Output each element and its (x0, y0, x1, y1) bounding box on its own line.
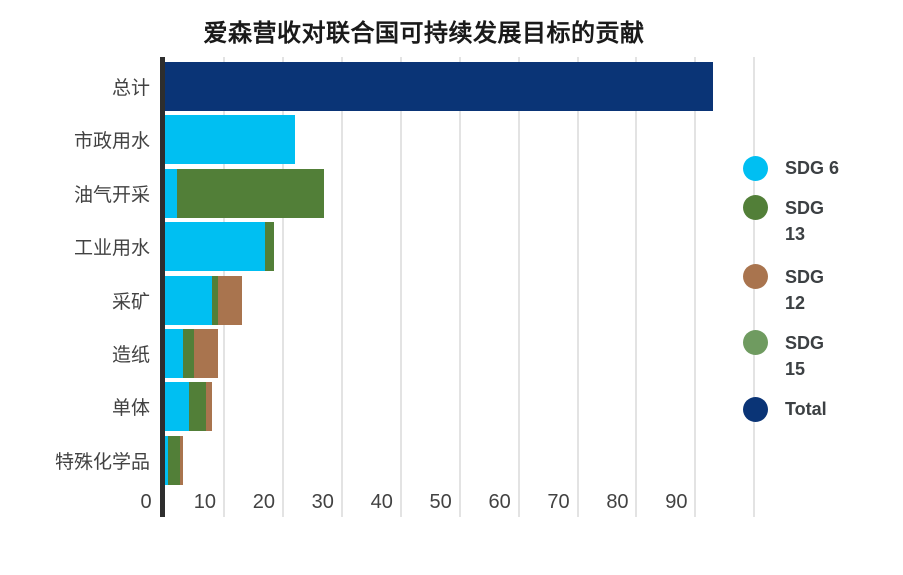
gridline-90 (694, 57, 697, 517)
legend-item-sdg-15[interactable]: SDG 15 (743, 330, 824, 382)
gridline-60 (517, 57, 520, 517)
bar-row-1 (165, 115, 295, 165)
y-axis-baseline (160, 57, 165, 517)
gridline-20 (281, 57, 284, 517)
bar-segment-sdg-6[interactable] (165, 329, 183, 378)
x-tick-label-40: 40 (370, 491, 393, 513)
x-tick-label-70: 70 (547, 491, 570, 513)
category-label-3: 工业用水 (73, 238, 150, 260)
legend-label: SDG 6 (785, 158, 840, 178)
bar-row-6 (165, 382, 213, 432)
bar-segment-sdg-13[interactable] (182, 329, 195, 378)
gridline-50 (458, 57, 461, 517)
gridline-40 (399, 57, 402, 517)
bar-segment-sdg-12[interactable] (194, 329, 219, 378)
x-tick-label-10: 10 (193, 491, 217, 513)
bar-segment-sdg-6[interactable] (165, 222, 266, 272)
legend-dot-icon (743, 156, 768, 181)
x-tick-label-0: 0 (140, 491, 152, 513)
legend-item-sdg-12[interactable]: SDG 12 (743, 264, 824, 316)
bar-segment-sdg-13[interactable] (176, 168, 325, 218)
legend-dot-icon (743, 195, 768, 220)
bar-segment-sdg-13[interactable] (167, 435, 180, 485)
bar-segment-sdg-13[interactable] (265, 222, 274, 272)
category-label-6: 单体 (111, 398, 150, 420)
gridline-80 (635, 57, 638, 517)
bar-segment-sdg-12[interactable] (206, 382, 213, 432)
bar-row-3 (165, 222, 274, 272)
bar-row-2 (165, 168, 325, 218)
legend-dot-icon (743, 330, 768, 355)
legend-item-sdg-13[interactable]: SDG 13 (743, 195, 824, 247)
legend-label: SDG 12 (785, 267, 825, 313)
gridline-30 (340, 57, 343, 517)
bar-segment-sdg-6[interactable] (165, 435, 168, 485)
bar-segment-sdg-13[interactable] (188, 382, 207, 432)
legend-item-sdg-6[interactable]: SDG 6 (743, 156, 839, 181)
category-label-0: 总计 (111, 78, 150, 99)
x-tick-label-90: 90 (665, 491, 688, 513)
bar-row-5 (165, 329, 219, 378)
bar-segment-sdg-6[interactable] (165, 275, 213, 325)
legend-label: SDG 15 (785, 333, 825, 379)
x-tick-label-60: 60 (488, 491, 511, 513)
bar-segment-sdg-12[interactable] (218, 275, 242, 325)
gridline-70 (576, 57, 579, 517)
bar-segment-total[interactable] (165, 62, 714, 111)
bar-row-4 (165, 275, 242, 325)
x-tick-label-30: 30 (311, 491, 334, 513)
legend-label: Total (785, 399, 827, 419)
bar-segment-sdg-6[interactable] (165, 382, 189, 432)
legend-item-total[interactable]: Total (743, 397, 827, 422)
bar-segment-sdg-6[interactable] (165, 115, 295, 165)
x-tick-label-20: 20 (252, 491, 275, 513)
chart-title: 爱森营收对联合国可持续发展目标的贡献 (203, 20, 645, 47)
bar-row-0 (165, 62, 714, 111)
bar-segment-sdg-13[interactable] (212, 275, 219, 325)
bar-segment-sdg-6[interactable] (165, 168, 177, 218)
x-tick-label-80: 80 (606, 491, 629, 513)
category-label-2: 油气开采 (73, 184, 150, 206)
x-tick-label-50: 50 (429, 491, 452, 513)
legend-dot-icon (743, 397, 768, 422)
category-label-5: 造纸 (111, 345, 150, 366)
category-label-7: 特殊化学品 (54, 451, 150, 473)
category-label-4: 采矿 (111, 291, 150, 313)
category-label-1: 市政用水 (73, 131, 150, 153)
legend-dot-icon (743, 264, 768, 289)
bar-segment-sdg-12[interactable] (179, 435, 183, 485)
legend-label: SDG 13 (785, 198, 825, 244)
bar-row-7 (165, 435, 183, 485)
